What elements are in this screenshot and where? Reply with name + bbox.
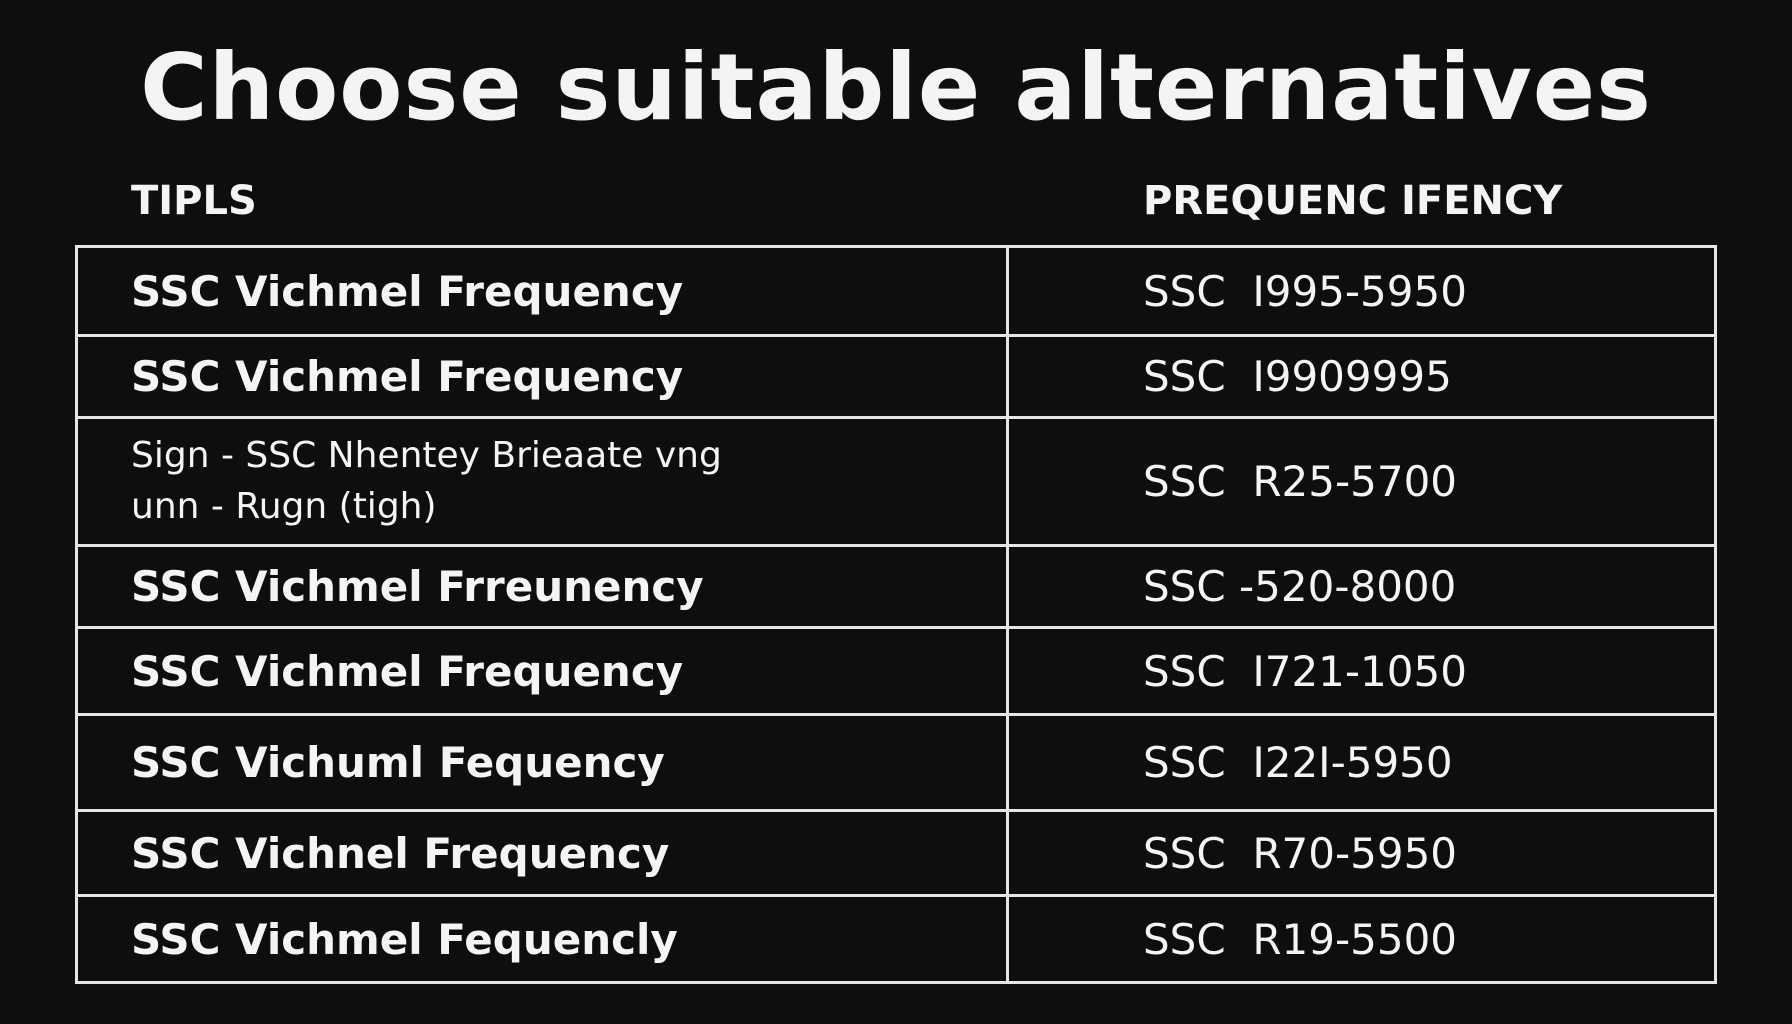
column-header: TIPLS — [131, 178, 257, 224]
column-border — [1714, 245, 1717, 984]
cell-text: SSC I721-1050 — [1143, 646, 1467, 696]
row-border — [75, 894, 1717, 897]
table-cell: SSC Vichmel Frequency — [131, 248, 683, 334]
cell-text: SSC Vichmel Fequencly — [131, 914, 678, 964]
row-border — [75, 809, 1717, 812]
cell-text: SSC Vichnel Frequency — [131, 828, 670, 878]
table-cell: Sign - SSC Nhentey Brieaate vng unn - Rug… — [131, 419, 722, 544]
page-title: Choose suitable alternatives — [140, 34, 1652, 141]
table-cell: SSC R25-5700 — [1143, 419, 1457, 544]
cell-text: SSC -520-8000 — [1143, 562, 1457, 611]
cell-text: SSC Vichuml Fequency — [131, 738, 665, 787]
table-cell: SSC I995-5950 — [1143, 248, 1467, 334]
column-border — [1006, 245, 1009, 984]
cell-text: SSC Vichmel Frequency — [131, 266, 684, 316]
row-border — [75, 713, 1717, 716]
row-border — [75, 626, 1717, 629]
table-cell: SSC I721-1050 — [1143, 629, 1467, 713]
cell-text: SSC I22I-5950 — [1143, 738, 1453, 787]
table-cell: SSC Vichmel Frequency — [131, 629, 683, 713]
table-cell: SSC I9909995 — [1143, 337, 1452, 416]
row-border — [75, 245, 1717, 248]
table-cell: SSC Vichmel Fequencly — [131, 897, 678, 981]
table-cell: SSC R19-5500 — [1143, 897, 1457, 981]
cell-text: SSC I9909995 — [1143, 352, 1452, 401]
column-header: PREQUENC IFENCY — [1143, 178, 1563, 224]
row-border — [75, 416, 1717, 419]
cell-text: SSC Vichmel Frreunency — [131, 562, 704, 611]
table-cell: SSC R70-5950 — [1143, 812, 1457, 894]
cell-line: unn - Rugn (tigh) — [131, 485, 437, 527]
cell-text: SSC R19-5500 — [1143, 914, 1458, 964]
table-cell: SSC -520-8000 — [1143, 547, 1456, 626]
cell-text: SSC R70-5950 — [1143, 828, 1458, 878]
cell-line: Sign - SSC Nhentey Brieaate vng — [131, 435, 722, 477]
cell-text: SSC I995-5950 — [1143, 266, 1467, 316]
column-border — [75, 245, 78, 984]
row-border — [75, 334, 1717, 337]
table-cell: SSC Vichuml Fequency — [131, 716, 665, 809]
table-cell: SSC Vichmel Frreunency — [131, 547, 704, 626]
row-border — [75, 544, 1717, 547]
table-cell: SSC Vichnel Frequency — [131, 812, 669, 894]
cell-text: SSC Vichmel Frequency — [131, 352, 684, 401]
row-border — [75, 981, 1717, 984]
cell-text: SSC R25-5700 — [1143, 457, 1458, 506]
table-cell: SSC Vichmel Frequency — [131, 337, 683, 416]
table-cell: SSC I22I-5950 — [1143, 716, 1453, 809]
cell-text: SSC Vichmel Frequency — [131, 646, 684, 696]
